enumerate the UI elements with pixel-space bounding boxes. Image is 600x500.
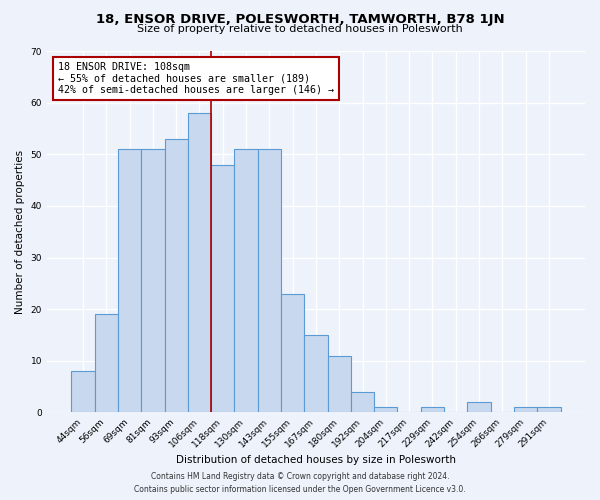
Text: 18 ENSOR DRIVE: 108sqm
← 55% of detached houses are smaller (189)
42% of semi-de: 18 ENSOR DRIVE: 108sqm ← 55% of detached… [58,62,334,95]
Bar [281,294,304,412]
Bar [467,402,491,412]
Bar [95,314,118,412]
Bar [141,149,164,412]
Bar [351,392,374,412]
Bar [514,408,537,412]
Bar [188,113,211,412]
Bar [118,149,141,412]
Bar [211,164,235,412]
Text: Contains HM Land Registry data © Crown copyright and database right 2024.
Contai: Contains HM Land Registry data © Crown c… [134,472,466,494]
Bar [328,356,351,412]
Text: 18, ENSOR DRIVE, POLESWORTH, TAMWORTH, B78 1JN: 18, ENSOR DRIVE, POLESWORTH, TAMWORTH, B… [95,12,505,26]
Bar [537,408,560,412]
Y-axis label: Number of detached properties: Number of detached properties [15,150,25,314]
Bar [235,149,258,412]
Bar [421,408,444,412]
Bar [71,371,95,412]
Bar [374,408,397,412]
Text: Size of property relative to detached houses in Polesworth: Size of property relative to detached ho… [137,24,463,34]
X-axis label: Distribution of detached houses by size in Polesworth: Distribution of detached houses by size … [176,455,456,465]
Bar [258,149,281,412]
Bar [304,335,328,412]
Bar [164,139,188,412]
